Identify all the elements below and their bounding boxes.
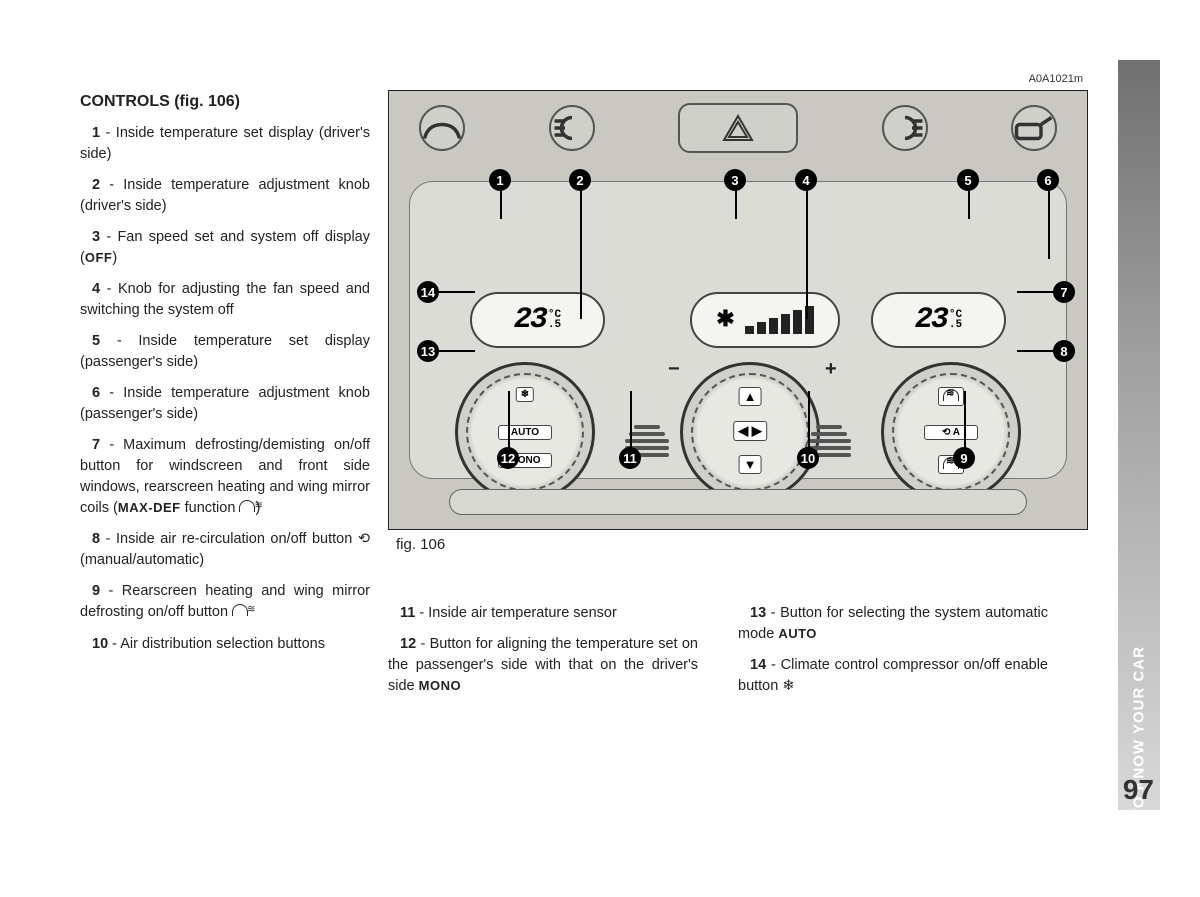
control-item: 6 - Inside temperature adjustment knob (… (80, 383, 370, 425)
air-up-icon: ▲ (739, 387, 762, 406)
control-item: 13 - Button for selecting the system aut… (738, 603, 1048, 645)
callout-2: 2 (569, 169, 591, 191)
control-item: 9 - Rearscreen heating and wing mirror d… (80, 581, 370, 623)
callout-13: 13 (417, 340, 439, 362)
minus-icon: − (668, 358, 680, 381)
callout-14: 14 (417, 281, 439, 303)
passenger-temp-display: 23 °C.5 (871, 292, 1006, 348)
air-down-icon: ▼ (739, 455, 762, 474)
fan-display: ✱ (690, 292, 840, 348)
callout-5: 5 (957, 169, 979, 191)
callout-4: 4 (795, 169, 817, 191)
hazard-button (678, 103, 798, 153)
rear-fog-icon (882, 105, 928, 151)
lower-columns: 11 - Inside air temperature sensor 12 - B… (388, 603, 1118, 707)
callout-10: 10 (797, 447, 819, 469)
right-column: 13 - Button for selecting the system aut… (738, 603, 1048, 707)
fan-knob: ▲ ◀ ▶ ▼ (680, 362, 820, 502)
callout-1: 1 (489, 169, 511, 191)
driver-temp-display: 23 °C.5 (470, 292, 605, 348)
passenger-temp-knob: ⟲ A (881, 362, 1021, 502)
figure-box: A0A1021m (388, 90, 1088, 530)
compressor-icon: ❄ (516, 387, 534, 402)
plus-icon: + (825, 358, 837, 381)
control-item: 7 - Maximum defrosting/demisting on/off … (80, 435, 370, 519)
driver-temp-knob: ❄ AUTO MONO (455, 362, 595, 502)
section-tab: GETTING TO KNOW YOUR CAR (1118, 60, 1160, 810)
front-fog-icon (549, 105, 595, 151)
tailgate-release-icon (1011, 105, 1057, 151)
figure-area: A0A1021m (388, 90, 1118, 707)
figure-caption: fig. 106 (396, 536, 1118, 553)
callout-3: 3 (724, 169, 746, 191)
callout-12: 12 (497, 447, 519, 469)
control-item: 2 - Inside temperature adjustment knob (… (80, 175, 370, 217)
fan-icon: ✱ (716, 307, 734, 333)
callout-7: 7 (1053, 281, 1075, 303)
content-row: CONTROLS (fig. 106) 1 - Inside temperatu… (80, 90, 1160, 707)
callout-9: 9 (953, 447, 975, 469)
fan-bars (745, 306, 814, 334)
control-item: 3 - Fan speed set and system off display… (80, 227, 370, 269)
control-item: 4 - Knob for adjusting the fan speed and… (80, 279, 370, 321)
callout-8: 8 (1053, 340, 1075, 362)
air-mid-icon: ◀ ▶ (733, 421, 767, 441)
section-tab-label: GETTING TO KNOW YOUR CAR (1131, 646, 1148, 897)
heading: CONTROLS (fig. 106) (80, 90, 370, 113)
recirc-icon: ⟲ A (924, 425, 978, 440)
callout-6: 6 (1037, 169, 1059, 191)
control-item: 8 - Inside air re-circulation on/off but… (80, 529, 370, 571)
control-item: 14 - Climate control compressor on/off e… (738, 655, 1048, 697)
control-item: 1 - Inside temperature set display (driv… (80, 123, 370, 165)
callout-11: 11 (619, 447, 641, 469)
control-item: 10 - Air distribution selection buttons (80, 634, 370, 655)
bonnet-release-icon (419, 105, 465, 151)
top-button-row (419, 99, 1057, 157)
lower-trim (449, 489, 1027, 515)
control-item: 5 - Inside temperature set display (pass… (80, 331, 370, 373)
max-def-icon (938, 387, 964, 406)
page-number: 97 (1123, 774, 1154, 806)
mid-column: 11 - Inside air temperature sensor 12 - B… (388, 603, 698, 707)
auto-button-label: AUTO (498, 425, 552, 440)
manual-page: GETTING TO KNOW YOUR CAR 97 CONTROLS (fi… (0, 0, 1200, 886)
control-item: 12 - Button for aligning the temperature… (388, 634, 698, 697)
control-item: 11 - Inside air temperature sensor (388, 603, 698, 624)
left-column: CONTROLS (fig. 106) 1 - Inside temperatu… (80, 90, 370, 707)
figure-ref: A0A1021m (1029, 73, 1083, 85)
